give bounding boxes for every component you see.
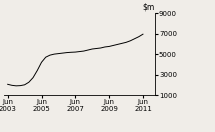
- Text: $m: $m: [143, 3, 155, 12]
